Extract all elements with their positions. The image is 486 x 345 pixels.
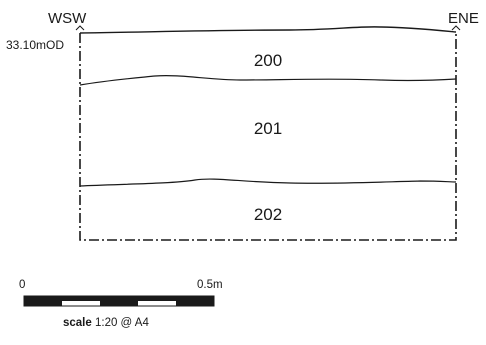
interface-201-202 (79, 178, 457, 187)
orientation-label-right: ENE (448, 10, 479, 27)
ground-surface-line (79, 26, 457, 34)
context-label-200: 200 (254, 51, 282, 70)
scale-caption-rest: 1:20 @ A4 (92, 317, 150, 329)
scale-bar-segment-2 (62, 296, 100, 301)
scale-bar-segment-3 (100, 296, 138, 306)
scale-bar-segment-5 (176, 296, 214, 306)
scale-caption: scale 1:20 @ A4 (63, 317, 149, 329)
scale-bar-segment-1 (24, 296, 62, 306)
scale-end-label: 0.5m (197, 279, 223, 291)
context-label-201: 201 (254, 119, 282, 138)
context-label-202: 202 (254, 205, 282, 224)
orientation-label-left: WSW (48, 10, 87, 27)
scale-caption-bold: scale (63, 317, 92, 329)
datum-marker-left (75, 25, 85, 31)
scale-bar: 0 0.5m scale 1:20 @ A4 (19, 279, 223, 329)
scale-start-label: 0 (19, 279, 25, 291)
section-boundary (79, 32, 457, 241)
datum-level-label: 33.10mOD (6, 38, 64, 52)
interface-200-201 (79, 75, 457, 86)
scale-bar-segment-4 (138, 296, 176, 301)
datum-marker-right (451, 25, 461, 31)
